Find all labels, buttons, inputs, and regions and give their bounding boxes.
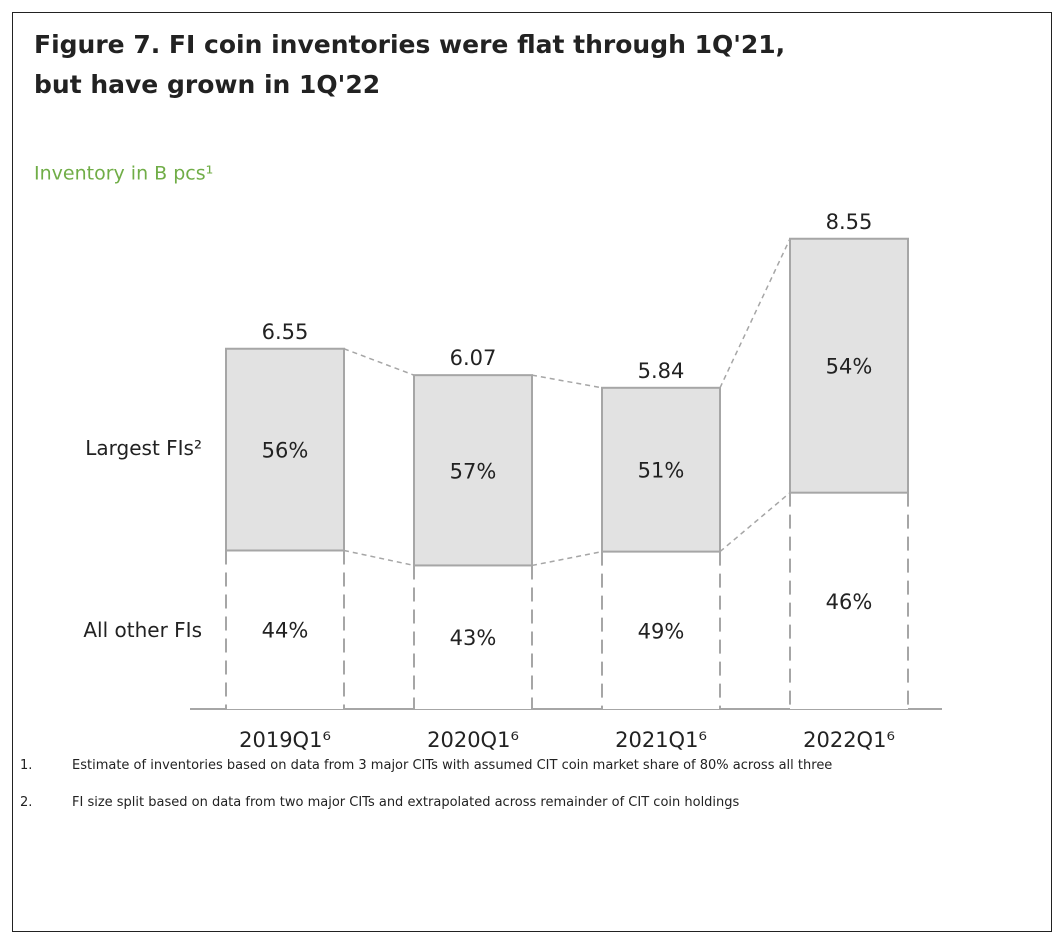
legend-label: Largest FIs² [85,436,202,460]
bar-segment [226,550,344,709]
connector [719,492,791,553]
data-label: 56% [262,439,309,463]
chart-title: but have grown in 1Q'22 [34,70,380,99]
data-label: 49% [638,619,685,643]
data-label: 46% [826,590,873,614]
x-tick-label: 2020Q1⁶ [427,728,519,752]
x-tick-label: 2022Q1⁶ [803,728,895,752]
connector [531,374,603,389]
connector [343,549,415,567]
total-label: 6.07 [450,346,497,370]
footnote-number: 1. [20,758,33,773]
data-label: 44% [262,619,309,643]
data-label: 54% [826,355,873,379]
bar-segment [225,347,345,552]
footnote-text: FI size split based on data from two maj… [72,795,740,810]
data-label: 51% [638,459,685,483]
chart: Figure 7. FI coin inventories were flat … [34,30,942,752]
connector [343,348,415,376]
chart-subtitle: Inventory in B pcs¹ [34,163,213,185]
x-tick-label: 2019Q1⁶ [239,728,331,752]
total-label: 5.84 [638,359,685,383]
bar-segment [789,237,909,494]
total-label: 8.55 [826,210,873,234]
bar-segment [602,551,720,709]
bar-segment [601,386,721,553]
footnote-text: Estimate of inventories based on data fr… [72,758,833,773]
data-label: 43% [450,626,497,650]
connector [719,238,791,389]
legend-label: All other FIs [83,618,202,642]
connector [531,550,603,567]
total-label: 6.55 [262,320,309,344]
x-tick-label: 2021Q1⁶ [615,728,707,752]
data-label: 57% [450,459,497,483]
footnote-number: 2. [20,795,33,810]
chart-title: Figure 7. FI coin inventories were flat … [34,30,785,59]
bar-segment [414,565,532,709]
bar-segment [790,492,908,709]
bar-segment [413,374,533,567]
